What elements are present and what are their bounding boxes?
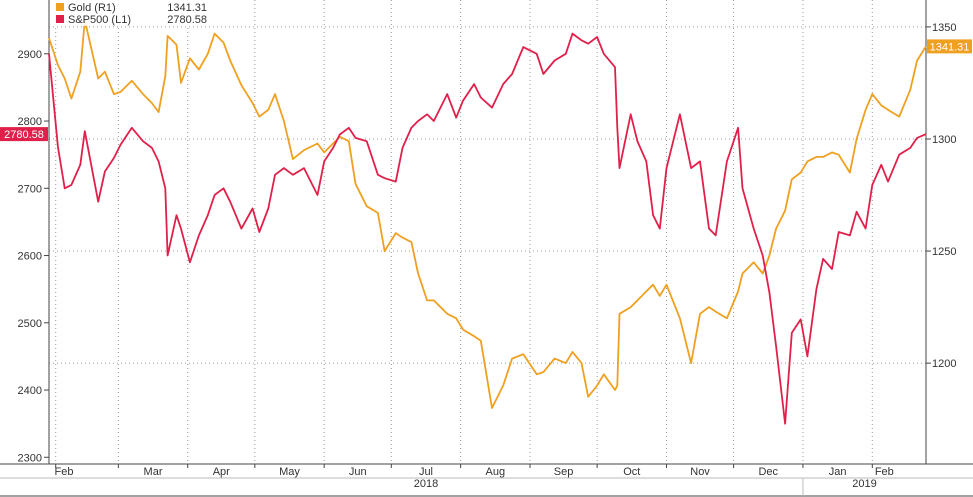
legend-swatch-gold — [56, 3, 64, 11]
month-label: Dec — [758, 466, 778, 478]
legend-label-gold: Gold (R1) — [68, 2, 116, 14]
month-label: May — [279, 466, 300, 478]
left-tick-label: 2600 — [18, 251, 42, 263]
legend-swatch-sp500 — [56, 15, 64, 23]
left-tick-label: 2300 — [18, 452, 42, 464]
legend-value-gold: 1341.31 — [167, 2, 207, 14]
month-label: Nov — [690, 466, 710, 478]
legend: Gold (R1) 1341.31 S&P500 (L1) 2780.58 — [52, 0, 212, 26]
legend-value-sp500: 2780.58 — [167, 14, 207, 26]
legend-background — [52, 0, 212, 26]
sp500-last-value-badge — [0, 127, 48, 142]
right-tick-label: 1200 — [932, 358, 956, 370]
month-label: Mar — [144, 466, 163, 478]
month-label: Oct — [623, 466, 640, 478]
year-label: 2018 — [414, 478, 438, 490]
month-label: Jun — [349, 466, 367, 478]
year-label: 2019 — [852, 478, 876, 490]
month-label: Jul — [419, 466, 433, 478]
month-label: Aug — [486, 466, 506, 478]
left-tick-label: 2500 — [18, 318, 42, 330]
legend-label-sp500: S&P500 (L1) — [68, 14, 131, 26]
gridlines — [49, 0, 926, 464]
sp500-last-value-label: 2780.58 — [4, 129, 44, 141]
left-tick-label: 2800 — [18, 116, 42, 128]
series — [48, 19, 927, 425]
last-value-badges: 2780.58 1341.31 — [0, 39, 972, 142]
right-tick-label: 1250 — [932, 246, 956, 258]
gold-last-value-badge — [927, 39, 972, 54]
month-label: Feb — [875, 466, 894, 478]
gold-line — [48, 19, 927, 409]
month-label: Feb — [55, 466, 74, 478]
sp500-line — [48, 32, 927, 425]
month-label: Sep — [554, 466, 574, 478]
right-tick-label: 1350 — [932, 22, 956, 34]
month-label: Apr — [213, 466, 230, 478]
left-tick-label: 2700 — [18, 183, 42, 195]
month-label: Jan — [829, 466, 847, 478]
left-tick-label: 2400 — [18, 385, 42, 397]
left-tick-label: 2900 — [18, 49, 42, 61]
right-tick-label: 1300 — [932, 134, 956, 146]
gold-last-value-label: 1341.31 — [930, 41, 970, 53]
